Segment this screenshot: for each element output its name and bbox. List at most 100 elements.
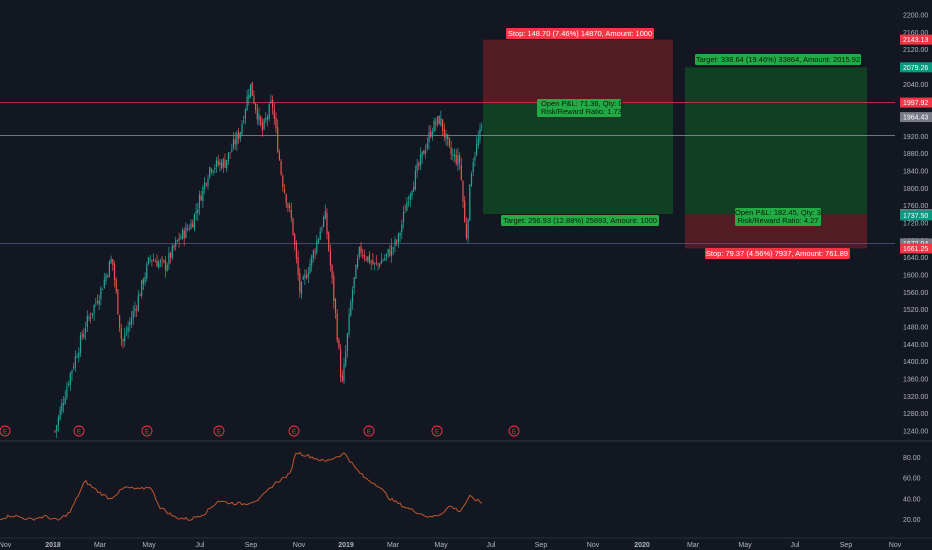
candle-body	[273, 109, 275, 119]
candle-body	[69, 373, 71, 385]
svg-text:E: E	[217, 430, 221, 436]
earnings-marker[interactable]: E	[73, 425, 85, 437]
candle-body	[125, 332, 127, 334]
candle-body	[173, 245, 175, 248]
earnings-marker[interactable]: E	[431, 425, 443, 437]
candle-body	[57, 417, 59, 426]
candle-body	[90, 317, 92, 319]
candle-body	[304, 274, 306, 278]
earnings-marker[interactable]: E	[363, 425, 375, 437]
candle-body	[178, 238, 180, 241]
candle-body	[295, 243, 297, 259]
candle-body	[464, 200, 466, 223]
candle-body	[443, 129, 445, 137]
candle-body	[413, 186, 415, 192]
candle-body	[340, 349, 342, 377]
candle-body	[95, 302, 97, 304]
candle-body	[275, 117, 277, 129]
candle-body	[119, 315, 121, 328]
candle-body	[93, 304, 95, 314]
candle-body	[222, 159, 224, 168]
candle-body	[166, 264, 168, 271]
candle-body	[120, 328, 122, 340]
svg-text:E: E	[77, 430, 81, 436]
candle-body	[202, 187, 204, 202]
time-tick-label: May	[142, 542, 156, 549]
candle-body	[103, 279, 105, 288]
candle-body	[91, 312, 93, 316]
candle-body	[66, 387, 68, 398]
svg-text:1661.25: 1661.25	[903, 246, 928, 253]
candle-body	[357, 258, 359, 268]
candle-body	[258, 114, 260, 121]
candle-body	[197, 209, 199, 214]
earnings-marker[interactable]: E	[0, 425, 11, 437]
earnings-marker[interactable]: E	[288, 425, 300, 437]
candle-body	[64, 397, 66, 404]
price-tick-label: 1360.00	[903, 377, 928, 384]
candle-body	[472, 162, 474, 173]
time-tick-label: 2018	[45, 542, 61, 549]
candle-body	[154, 261, 156, 263]
long-position-tool[interactable]	[685, 67, 867, 249]
candle-body	[358, 246, 360, 258]
earnings-marker[interactable]: E	[141, 425, 153, 437]
candle-body	[108, 261, 110, 278]
candle-body	[81, 333, 83, 337]
candle-body	[198, 194, 201, 209]
candle-body	[68, 384, 70, 386]
oscillator-axis[interactable]: 80.00 60.00 40.00 20.00	[903, 455, 921, 524]
svg-text:E: E	[3, 430, 7, 436]
price-tick-label: 1800.00	[903, 186, 928, 193]
svg-text:1964.43: 1964.43	[903, 115, 928, 122]
short-position-tool[interactable]	[483, 39, 673, 215]
candle-body	[329, 250, 331, 266]
long-reward-zone[interactable]	[685, 67, 867, 215]
candle-body	[316, 240, 318, 253]
time-axis[interactable]: Nov 2018 Mar May Jul Sep Nov 2019 Mar May Jul Sep No…	[0, 542, 902, 549]
candle-body	[309, 263, 311, 274]
candle-body	[74, 356, 76, 367]
candle-body	[292, 218, 294, 235]
long-stop-text: Stop: 79.37 (4.56%) 7937, Amount: 761.89	[706, 249, 848, 258]
price-tick-label: 1440.00	[903, 342, 928, 349]
candle-body	[151, 260, 153, 261]
candle-body	[221, 162, 223, 169]
candle-body	[445, 133, 447, 139]
long-open-label: Open P&L: 182.45, Qty: 3 Risk/Reward Rat…	[735, 208, 821, 226]
candle-body	[105, 275, 107, 282]
candle-body	[477, 138, 479, 145]
candle-body	[241, 124, 243, 135]
candle-body	[278, 152, 280, 160]
time-tick-label: Nov	[587, 542, 600, 549]
candle-body	[365, 258, 367, 260]
candle-body	[263, 119, 265, 130]
candle-body	[406, 202, 408, 211]
price-tick-label: 1920.00	[903, 134, 928, 141]
candle-body	[282, 175, 284, 188]
candle-body	[214, 167, 216, 170]
candle-body	[290, 209, 292, 219]
candle-body	[387, 249, 389, 254]
earnings-marker[interactable]: E	[508, 425, 520, 437]
candle-body	[280, 160, 282, 175]
candle-body	[127, 327, 129, 332]
candle-body	[414, 170, 416, 189]
price-tick-label: 1240.00	[903, 429, 928, 436]
candle-body	[96, 301, 99, 303]
candle-body	[311, 255, 313, 266]
short-risk-zone[interactable]	[483, 39, 673, 103]
short-reward-zone[interactable]	[483, 102, 673, 215]
earnings-marker[interactable]: E	[213, 425, 225, 437]
short-target-text: Target: 256.93 (12.88%) 25693, Amount: 1…	[503, 216, 657, 225]
candle-body	[300, 281, 303, 295]
candle-body	[98, 300, 100, 305]
candle-body	[171, 245, 173, 258]
candle-body	[469, 184, 471, 221]
candle-body	[447, 133, 449, 140]
candle-body	[419, 154, 422, 166]
price-tick-label: 1840.00	[903, 169, 928, 176]
candle-body	[314, 251, 316, 253]
